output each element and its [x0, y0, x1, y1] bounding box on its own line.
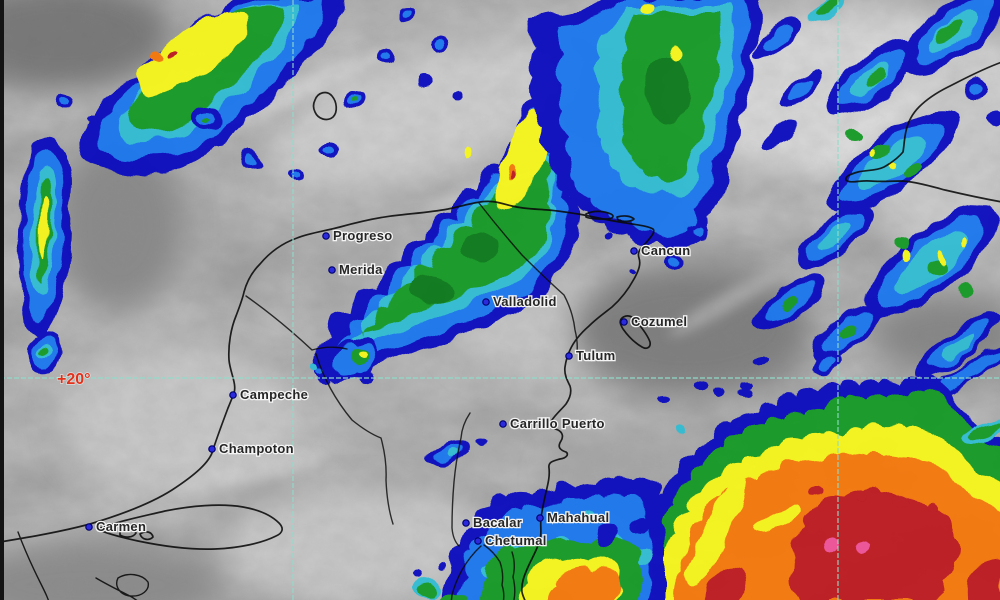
city-marker-cancun: Cancun [630, 242, 691, 259]
city-label-mahahual: Mahahual [547, 510, 609, 525]
nw-storm-band [54, 0, 464, 180]
city-dot-champoton [208, 445, 216, 453]
city-label-champoton: Champoton [219, 441, 294, 456]
southeast-storm [634, 375, 1000, 600]
tabasco-lines [17, 531, 149, 600]
city-dot-bacalar [462, 519, 470, 527]
latitude-label: +20° [57, 371, 91, 388]
state-borders [245, 202, 578, 600]
laguna-terminos-outline [97, 504, 283, 551]
city-marker-champoton: Champoton [208, 440, 295, 457]
yucatan-coastline [0, 200, 655, 600]
city-dot-progreso [322, 232, 330, 240]
city-dot-merida [328, 266, 336, 274]
city-dot-cozumel [620, 318, 628, 326]
city-dot-mahahual [536, 514, 544, 522]
city-label-campeche: Campeche [240, 387, 308, 402]
city-label-carmen: Carmen [96, 519, 146, 534]
cozumel-island-outline [619, 315, 651, 350]
city-markers: Progreso Merida Valladolid Cancun Cozumel Tul… [85, 227, 691, 549]
city-label-cancun: Cancun [641, 243, 690, 258]
city-label-chetumal: Chetumal [485, 533, 547, 548]
city-dot-tulum [565, 352, 573, 360]
city-marker-campeche: Campeche [229, 386, 309, 403]
city-marker-progreso: Progreso [322, 227, 393, 244]
city-label-bacalar: Bacalar [473, 515, 522, 530]
city-marker-mahahual: Mahahual [536, 509, 610, 526]
city-marker-carmen: Carmen [85, 518, 147, 535]
chetumal-storm [415, 439, 668, 600]
city-dot-valladolid [482, 298, 490, 306]
city-label-carrillo-puerto: Carrillo Puerto [510, 416, 605, 431]
city-dot-campeche [229, 391, 237, 399]
city-label-tulum: Tulum [576, 348, 616, 363]
city-marker-tulum: Tulum [565, 347, 617, 364]
city-marker-chetumal: Chetumal [474, 532, 548, 549]
left-frame-edge [0, 0, 4, 600]
cuba-coastline [845, 61, 1000, 203]
city-dot-chetumal [474, 537, 482, 545]
city-marker-merida: Merida [328, 261, 384, 278]
city-marker-carrillo-puerto: Carrillo Puerto [499, 415, 606, 432]
city-dot-carrillo-puerto [499, 420, 507, 428]
city-dot-carmen [85, 523, 93, 531]
holbox-islands-outline [585, 210, 635, 223]
alacranes-reef-outline [312, 91, 338, 121]
city-label-cozumel: Cozumel [631, 314, 687, 329]
chetumal-bay-lines [483, 544, 516, 600]
city-label-progreso: Progreso [333, 228, 392, 243]
rio-hondo-border [450, 545, 482, 600]
central-storm-band [308, 94, 578, 386]
city-dot-cancun [630, 247, 638, 255]
city-label-merida: Merida [339, 262, 383, 277]
city-marker-valladolid: Valladolid [482, 293, 558, 310]
city-marker-cozumel: Cozumel [620, 313, 688, 330]
city-label-valladolid: Valladolid [493, 294, 557, 309]
west-storm-band [19, 138, 73, 374]
city-marker-bacalar: Bacalar [462, 514, 523, 531]
precipitation-overlay [19, 0, 1000, 600]
coastlines [0, 61, 1000, 600]
